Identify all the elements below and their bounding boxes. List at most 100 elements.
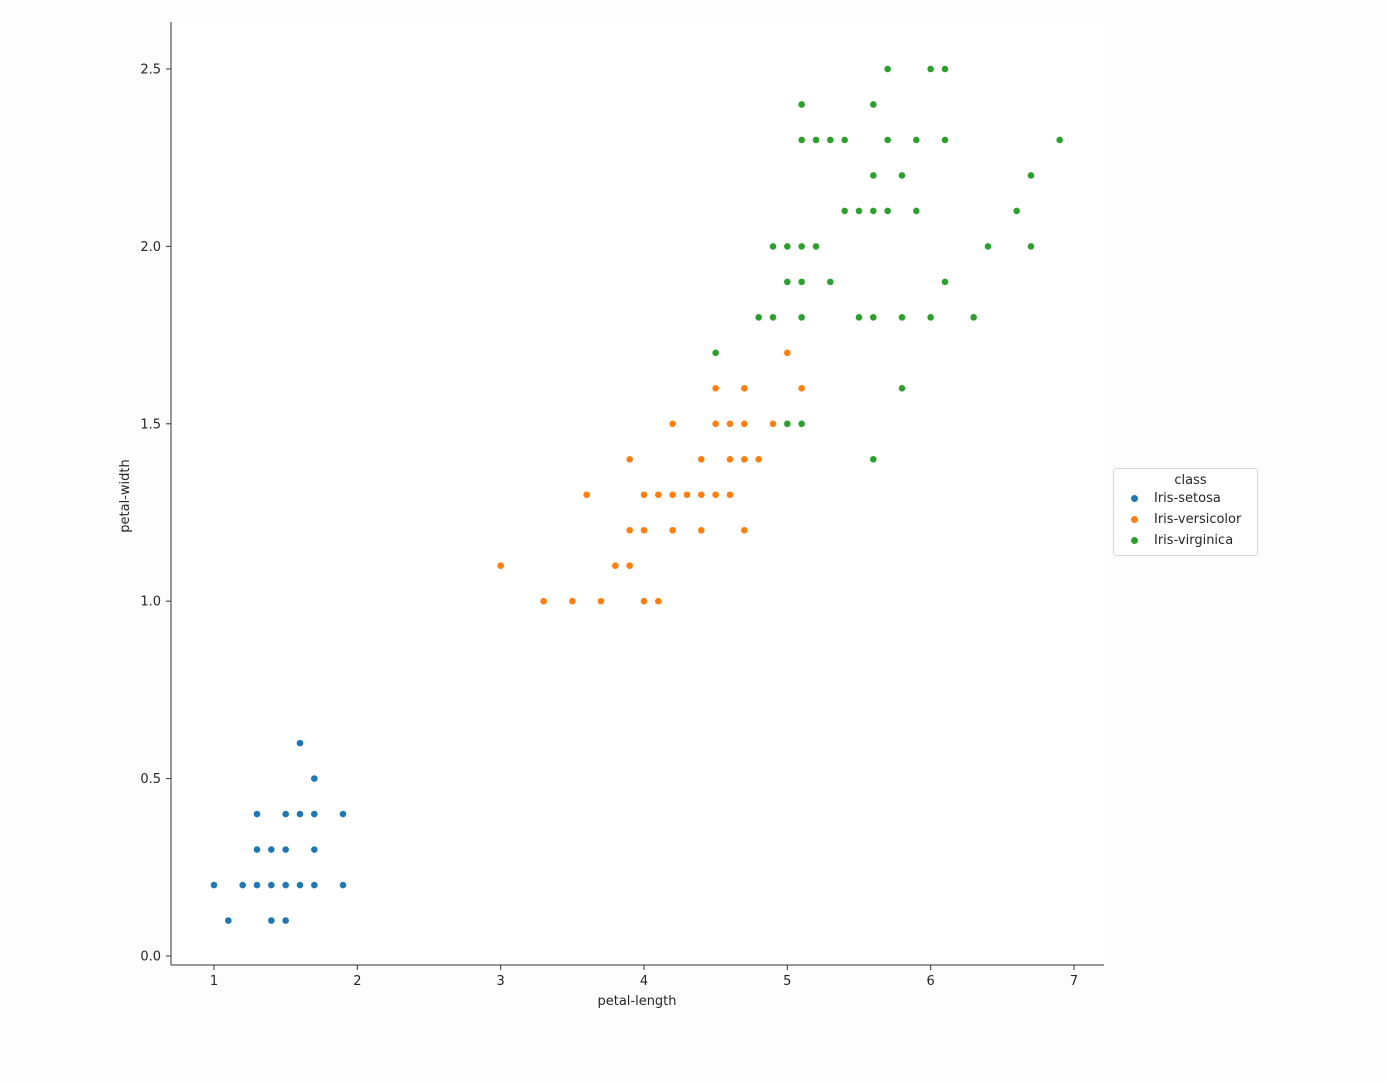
data-point-iris-versicolor xyxy=(726,455,734,464)
plot-area xyxy=(171,22,1104,965)
data-point-iris-virginica xyxy=(840,207,849,215)
x-tick-label: 1 xyxy=(210,974,218,989)
data-point-iris-setosa xyxy=(253,881,261,889)
data-point-iris-virginica xyxy=(826,136,835,144)
data-point-iris-versicolor xyxy=(611,561,620,570)
data-point-iris-versicolor xyxy=(568,597,577,606)
data-point-iris-setosa xyxy=(281,881,290,889)
data-point-iris-setosa xyxy=(339,810,347,818)
data-point-iris-versicolor xyxy=(740,384,749,393)
x-tick-label: 5 xyxy=(783,974,791,989)
data-point-iris-virginica xyxy=(869,171,878,180)
y-tick-label: 1.5 xyxy=(140,417,161,432)
data-point-iris-versicolor xyxy=(697,455,706,464)
data-point-iris-setosa xyxy=(310,810,319,818)
data-point-iris-setosa xyxy=(210,881,218,889)
data-point-iris-setosa xyxy=(339,881,347,889)
data-point-iris-versicolor xyxy=(683,490,691,499)
data-point-iris-virginica xyxy=(883,65,892,73)
x-axis-label: petal-length xyxy=(597,994,676,1009)
data-point-iris-versicolor xyxy=(740,419,749,428)
data-point-iris-versicolor xyxy=(769,419,777,428)
data-point-iris-virginica xyxy=(984,242,992,251)
data-point-iris-setosa xyxy=(281,916,290,925)
legend-marker xyxy=(1131,516,1138,523)
data-point-iris-versicolor xyxy=(625,561,634,570)
data-point-iris-virginica xyxy=(797,313,806,322)
data-point-iris-setosa xyxy=(267,916,276,925)
data-point-iris-versicolor xyxy=(640,490,648,499)
data-point-iris-virginica xyxy=(912,207,921,215)
data-point-iris-versicolor xyxy=(697,490,706,499)
data-point-iris-versicolor xyxy=(640,597,648,606)
data-point-iris-setosa xyxy=(267,845,276,854)
data-point-iris-virginica xyxy=(769,313,777,322)
data-point-iris-virginica xyxy=(869,100,878,109)
data-point-iris-virginica xyxy=(769,242,777,251)
data-point-iris-versicolor xyxy=(625,455,634,464)
data-point-iris-versicolor xyxy=(726,419,734,428)
data-point-iris-virginica xyxy=(869,207,878,215)
data-point-iris-virginica xyxy=(941,136,949,144)
legend-item-versicolor: Iris-versicolor xyxy=(1114,509,1257,530)
data-point-iris-virginica xyxy=(926,65,935,73)
data-point-iris-virginica xyxy=(969,313,978,322)
data-point-iris-virginica xyxy=(797,419,806,428)
data-point-iris-virginica xyxy=(941,277,949,286)
x-tick-label: 7 xyxy=(1070,974,1078,989)
data-point-iris-versicolor xyxy=(668,526,677,535)
data-point-iris-setosa xyxy=(310,845,319,854)
data-point-iris-virginica xyxy=(754,313,763,322)
data-point-iris-versicolor xyxy=(654,490,663,499)
data-point-iris-virginica xyxy=(883,136,892,144)
data-point-iris-virginica xyxy=(898,171,906,180)
data-point-iris-virginica xyxy=(883,207,892,215)
data-point-iris-setosa xyxy=(296,739,304,748)
data-point-iris-versicolor xyxy=(539,597,548,606)
data-point-iris-virginica xyxy=(855,207,863,215)
data-point-iris-versicolor xyxy=(726,490,734,499)
x-tick-label: 6 xyxy=(927,974,935,989)
data-point-iris-setosa xyxy=(253,845,261,854)
legend-label: Iris-setosa xyxy=(1154,491,1221,506)
data-point-iris-versicolor xyxy=(711,490,720,499)
data-point-iris-virginica xyxy=(812,136,820,144)
data-point-iris-virginica xyxy=(855,313,863,322)
data-point-iris-setosa xyxy=(296,881,304,889)
data-point-iris-setosa xyxy=(310,774,319,783)
data-point-iris-versicolor xyxy=(740,526,749,535)
y-tick-label: 0.5 xyxy=(140,772,161,787)
data-point-iris-virginica xyxy=(797,242,806,251)
data-point-iris-virginica xyxy=(898,384,906,393)
data-point-iris-virginica xyxy=(797,277,806,286)
data-point-iris-versicolor xyxy=(640,526,648,535)
data-point-iris-setosa xyxy=(310,881,319,889)
data-point-iris-versicolor xyxy=(582,490,591,499)
data-point-iris-virginica xyxy=(869,455,878,464)
data-point-iris-setosa xyxy=(238,881,247,889)
data-point-iris-setosa xyxy=(267,881,276,889)
data-point-iris-virginica xyxy=(840,136,849,144)
data-point-iris-versicolor xyxy=(783,348,792,357)
y-tick-label: 1.0 xyxy=(140,595,161,610)
data-point-iris-virginica xyxy=(869,313,878,322)
x-tick-label: 2 xyxy=(353,974,361,989)
data-point-iris-versicolor xyxy=(711,419,720,428)
data-point-iris-virginica xyxy=(797,100,806,109)
data-point-iris-versicolor xyxy=(797,384,806,393)
y-tick-label: 0.0 xyxy=(140,950,161,965)
legend-item-setosa: Iris-setosa xyxy=(1114,488,1257,509)
data-point-iris-virginica xyxy=(783,419,792,428)
data-point-iris-versicolor xyxy=(668,419,677,428)
data-point-iris-virginica xyxy=(812,242,820,251)
legend-item-virginica: Iris-virginica xyxy=(1114,530,1257,551)
data-point-iris-versicolor xyxy=(754,455,763,464)
legend-marker xyxy=(1131,537,1138,544)
y-tick-label: 2.5 xyxy=(140,63,161,78)
data-point-iris-virginica xyxy=(941,65,949,73)
x-tick-label: 3 xyxy=(497,974,505,989)
data-point-iris-versicolor xyxy=(668,490,677,499)
legend: class Iris-setosa Iris-versicolor Iris-v… xyxy=(1113,468,1258,556)
data-point-iris-versicolor xyxy=(496,561,505,570)
